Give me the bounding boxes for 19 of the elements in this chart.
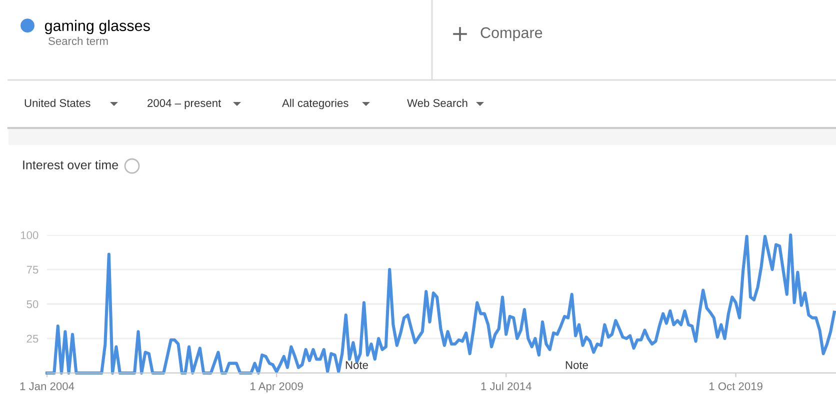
chart-title: Interest over time [23, 160, 118, 170]
text: All categories [282, 98, 348, 110]
text: Compare [480, 27, 542, 42]
y-tick-label: 100 [20, 231, 38, 240]
text: 2004 – present [148, 99, 222, 110]
text: Search term [48, 36, 108, 45]
x-tick-label: 1 Oct 2019 [709, 382, 762, 390]
annotation: Note [566, 361, 588, 369]
y-tick-label: 25 [26, 334, 38, 343]
x-tick-label: 1 Apr 2009 [250, 382, 303, 392]
text: Web Search [407, 98, 468, 107]
text: United States [24, 98, 90, 107]
x-tick-label: 1 Jan 2004 [20, 382, 74, 390]
line-series [45, 233, 836, 375]
y-tick-label: 75 [26, 266, 38, 274]
annotation: Note [346, 361, 368, 369]
y-tick-label: 50 [26, 300, 38, 308]
x-tick-label: 1 Jul 2014 [481, 382, 532, 390]
legend-label: gaming glasses [44, 20, 150, 34]
